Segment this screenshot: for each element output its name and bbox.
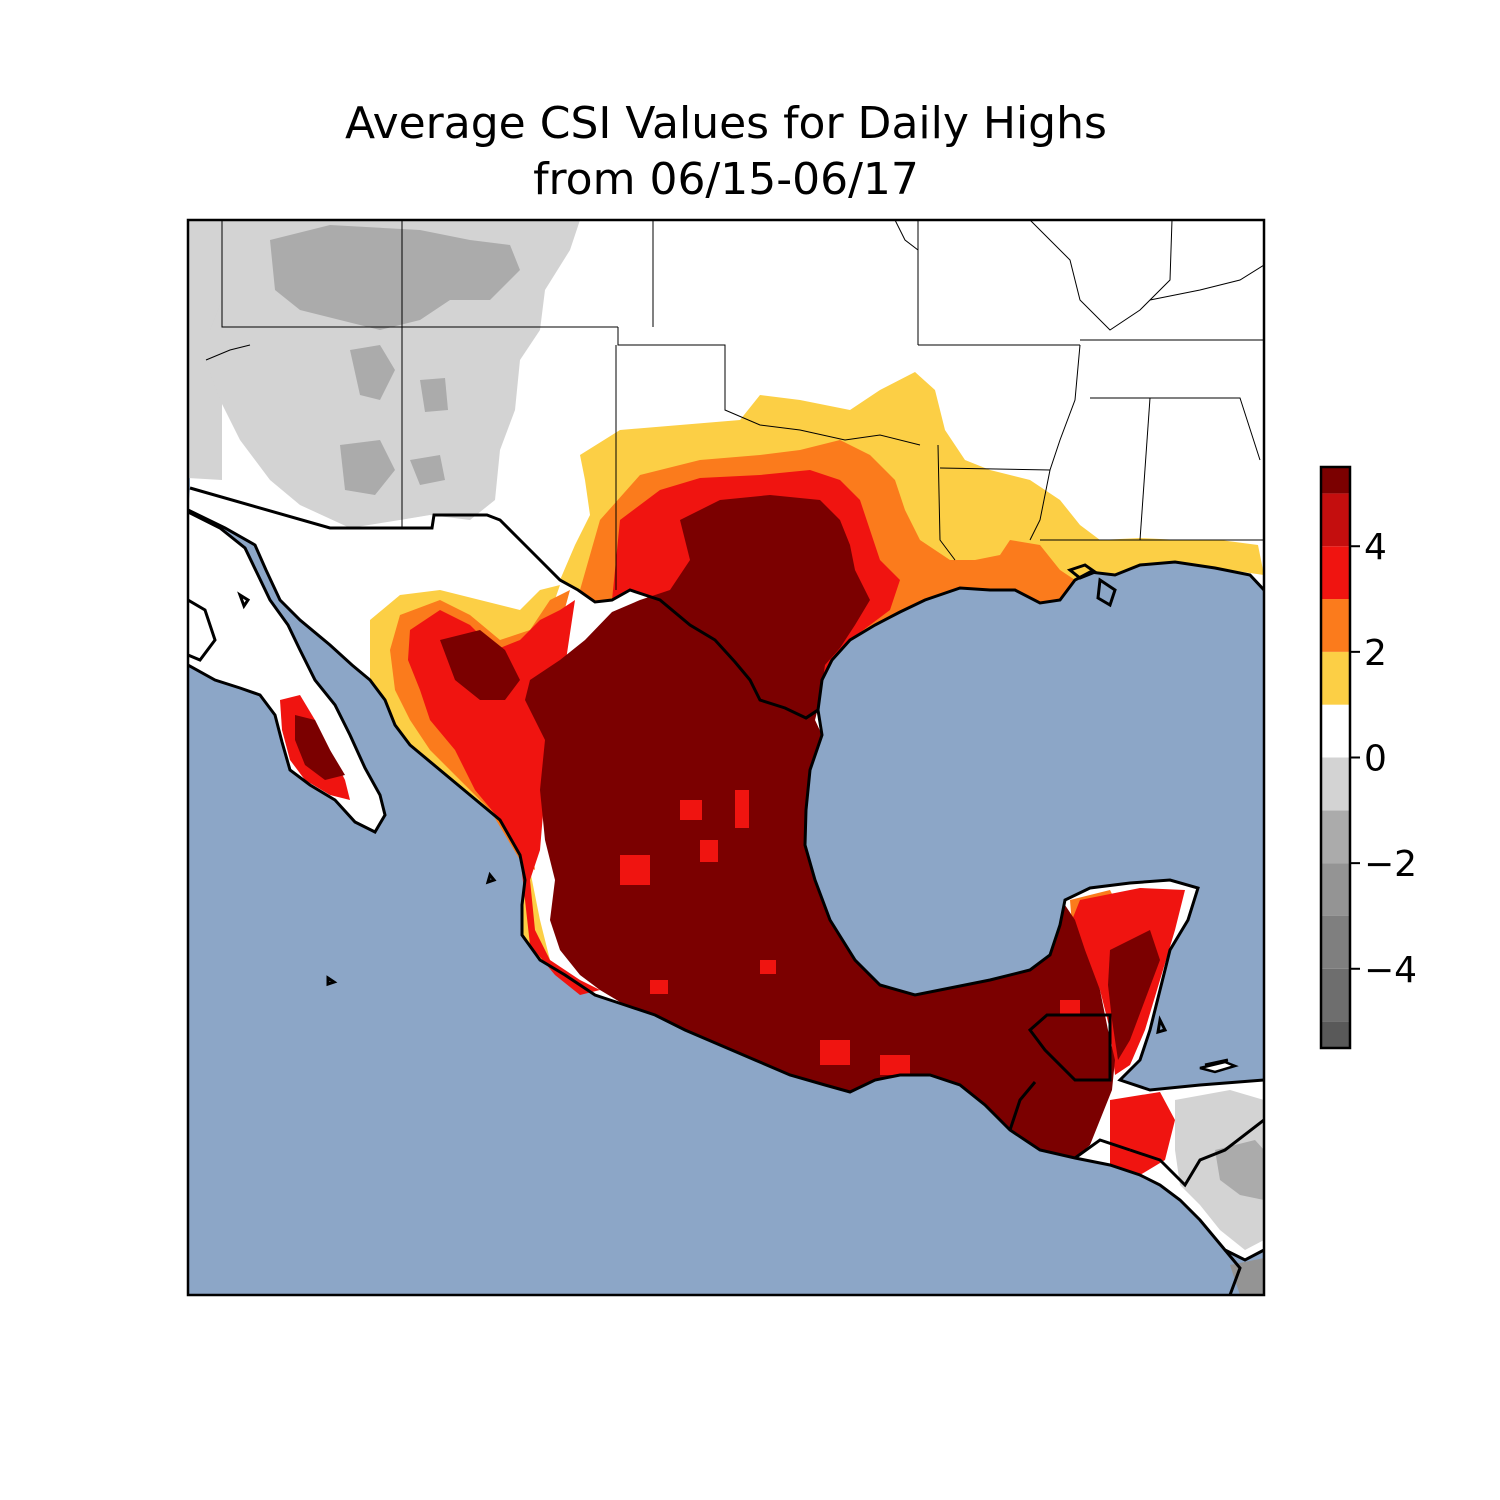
colorbar-band: [1321, 599, 1350, 652]
state-boundaries: [205, 220, 1264, 590]
chart-title: Average CSI Values for Daily Highs: [345, 98, 1107, 149]
colorbar-tick-label: −2: [1364, 844, 1417, 885]
colorbar-tick-label: 2: [1364, 633, 1387, 674]
colorbar-band: [1321, 546, 1350, 600]
negative-anomaly-region: [188, 220, 1264, 1295]
colorbar-tick-label: −4: [1364, 950, 1417, 991]
map-area: [188, 220, 1264, 1295]
colorbar-band: [1321, 863, 1350, 916]
country-borders: [189, 486, 1264, 1295]
colorbar-band: [1321, 810, 1350, 864]
baja-peninsula: [188, 512, 385, 832]
colorbar-band: [1321, 651, 1350, 705]
colorbar-band: [1321, 968, 1350, 1022]
chart-subtitle: from 06/15-06/17: [533, 154, 919, 205]
map-frame: [186, 218, 1266, 1297]
coastlines: [188, 508, 1264, 1262]
colorbar-band: [1321, 915, 1350, 969]
cuba-land: [1199, 1060, 1239, 1074]
colorbar: 4 2 0 −2 −4: [1319, 465, 1417, 1050]
colorbar-band: [1321, 493, 1350, 547]
positive-anomaly-region: [280, 372, 1264, 1175]
colorbar-tick-label: 0: [1364, 739, 1387, 780]
colorbar-band: [1321, 467, 1350, 494]
colorbar-tick-label: 4: [1364, 527, 1387, 568]
colorbar-band: [1321, 757, 1350, 811]
colorbar-band: [1321, 704, 1350, 758]
colorbar-band: [1321, 1021, 1350, 1048]
